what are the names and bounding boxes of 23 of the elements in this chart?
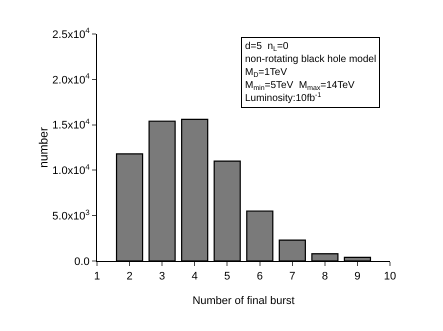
x-tick-label: 6: [256, 270, 263, 282]
y-tick-label: 2.5x10$^{4}$: [52, 26, 90, 41]
annotation: M$_{min}$=5TeV M$_{max}$=14TeV: [245, 80, 355, 92]
y-tick-label: 2.0x10$^{4}$: [52, 72, 90, 86]
y-tick-label: 0.0: [74, 256, 90, 268]
x-tick-label: 5: [224, 270, 230, 282]
y-tick-label: 1.5x10$^{4}$: [52, 117, 90, 132]
y-tick-label: 5.0x10$^{3}$: [52, 208, 90, 222]
x-tick-label: 3: [159, 270, 166, 282]
x-axis-title: Number of final burst: [192, 295, 295, 308]
annotation: M$_{D}$=1TeV: [245, 67, 288, 80]
y-axis-title: number: [36, 127, 50, 168]
x-tick-label: 4: [192, 270, 198, 282]
x-tick-label: 9: [354, 270, 361, 282]
annotation: Luminosity:10fb$^{-1}$: [245, 92, 322, 104]
y-tick-label: 1.0x10$^{4}$: [52, 162, 90, 178]
x-tick-label: 10: [384, 270, 396, 282]
annotation: d=5 n$_{L}$=0: [245, 41, 289, 54]
annotation: non-rotating black hole model: [245, 54, 376, 65]
x-tick-label: 1: [94, 270, 100, 282]
x-tick-label: 8: [322, 270, 328, 282]
x-tick-label: 2: [126, 270, 133, 282]
x-tick-label: 7: [289, 270, 296, 282]
